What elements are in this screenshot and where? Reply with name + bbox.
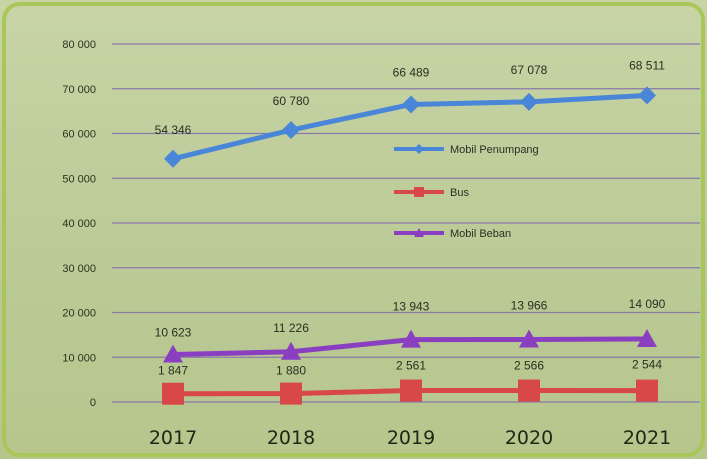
legend-swatch-marker (414, 144, 424, 154)
legend-label: Bus (450, 187, 469, 199)
data-point-marker (637, 328, 657, 347)
legend-label: Mobil Penumpang (450, 144, 539, 156)
data-label: 2 566 (514, 359, 544, 373)
y-tick-label: 10 000 (62, 352, 96, 364)
x-tick-label: 2018 (267, 427, 315, 449)
data-point-marker (164, 149, 182, 168)
data-point-marker (281, 341, 301, 360)
data-point-marker (163, 344, 183, 363)
y-tick-label: 0 (90, 397, 96, 409)
y-tick-label: 40 000 (62, 218, 96, 230)
data-label: 14 090 (629, 297, 666, 311)
data-point-marker (280, 382, 302, 405)
data-label: 11 226 (273, 321, 309, 335)
data-label: 60 780 (273, 94, 310, 108)
data-label: 54 346 (155, 123, 192, 137)
data-label: 13 943 (393, 300, 430, 314)
data-point-marker (636, 379, 658, 402)
y-tick-label: 30 000 (62, 263, 96, 275)
data-point-marker (638, 86, 656, 105)
legend-swatch-marker (414, 187, 424, 197)
data-point-marker (402, 95, 420, 114)
data-label: 67 078 (511, 63, 548, 77)
data-point-marker (519, 329, 539, 348)
legend-label: Mobil Beban (450, 228, 511, 240)
legend-swatch-marker (414, 228, 424, 237)
data-point-marker (162, 382, 184, 405)
data-point-marker (400, 379, 422, 402)
x-tick-label: 2020 (505, 427, 553, 449)
x-tick-label: 2021 (623, 427, 671, 449)
data-point-marker (518, 379, 540, 402)
data-label: 68 511 (629, 58, 665, 72)
data-point-marker (520, 92, 538, 111)
y-tick-label: 50 000 (62, 173, 96, 185)
y-tick-label: 20 000 (62, 308, 96, 320)
x-tick-label: 2019 (387, 427, 435, 449)
data-label: 2 544 (632, 358, 662, 372)
data-label: 13 966 (511, 299, 548, 313)
data-label: 66 489 (393, 65, 430, 79)
x-tick-label: 2017 (149, 427, 197, 449)
y-tick-label: 70 000 (62, 84, 96, 96)
data-label: 1 880 (276, 364, 306, 378)
y-tick-label: 60 000 (62, 129, 96, 141)
data-label: 10 623 (155, 325, 192, 339)
data-point-marker (401, 329, 421, 348)
data-label: 2 561 (396, 359, 426, 373)
data-point-marker (282, 121, 300, 140)
data-label: 1 847 (158, 364, 188, 378)
y-tick-label: 80 000 (62, 39, 96, 51)
